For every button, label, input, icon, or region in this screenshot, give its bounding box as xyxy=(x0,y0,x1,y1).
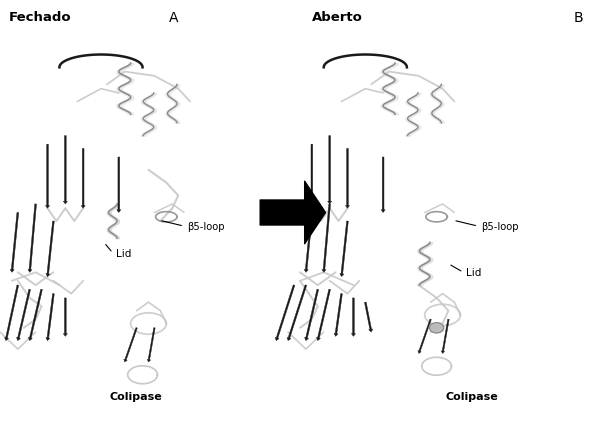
Circle shape xyxy=(429,323,444,333)
Text: A: A xyxy=(169,11,179,25)
Text: β5-loop: β5-loop xyxy=(481,222,519,232)
Text: β5-loop: β5-loop xyxy=(187,222,225,232)
Text: Colipase: Colipase xyxy=(446,391,498,401)
Text: Lid: Lid xyxy=(466,268,482,278)
Text: Fechado: Fechado xyxy=(9,11,71,23)
Text: B: B xyxy=(573,11,583,25)
Text: Colipase: Colipase xyxy=(110,391,163,401)
Text: Lid: Lid xyxy=(116,248,131,259)
Text: Aberto: Aberto xyxy=(312,11,363,23)
